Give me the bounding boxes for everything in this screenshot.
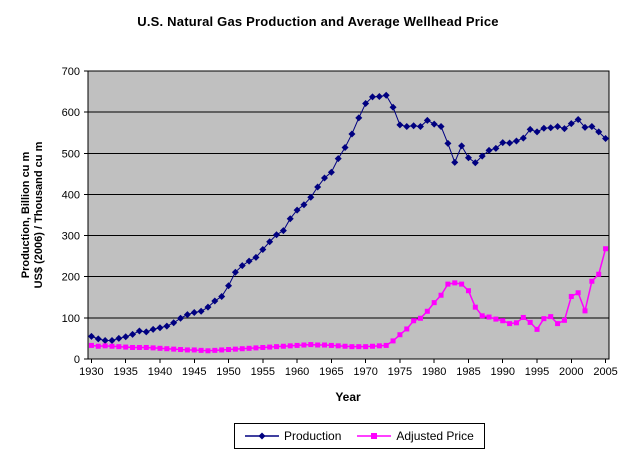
x-tick-label: 1950 (216, 366, 240, 378)
x-tick-label: 1955 (251, 366, 275, 378)
axes (87, 70, 610, 360)
x-tick-label: 1965 (319, 366, 343, 378)
legend-item-production: Production (245, 429, 341, 443)
production-line-marker-icon (245, 432, 279, 440)
x-tick-label: 1990 (491, 366, 515, 378)
x-tick-label: 2000 (559, 366, 583, 378)
legend-item-adjusted-price: Adjusted Price (357, 429, 474, 443)
y-axis-ticks: 0 100 200 300 400 500 600 700 (62, 66, 88, 366)
adjusted-price-line-marker-icon (357, 433, 392, 439)
series-production (87, 91, 610, 344)
y-tick-label: 300 (62, 231, 80, 243)
x-axis-title: Year (335, 390, 361, 404)
y-tick-label: 700 (62, 66, 80, 78)
x-axis-ticks: 1930 1935 1940 1945 1950 1955 1960 1965 1970 1975… (79, 359, 618, 378)
x-tick-label: 1945 (182, 366, 206, 378)
y-tick-label: 0 (74, 354, 80, 366)
plot-background (88, 71, 609, 359)
legend: Production Adjusted Price (234, 423, 485, 449)
x-tick-label: 1985 (456, 366, 480, 378)
x-tick-label: 1930 (79, 366, 103, 378)
x-tick-label: 1995 (525, 366, 549, 378)
y-tick-label: 600 (62, 107, 80, 119)
x-tick-label: 1960 (285, 366, 309, 378)
legend-label-adjusted-price: Adjusted Price (396, 429, 474, 443)
series-adjusted-price (88, 246, 609, 354)
legend-label-production: Production (284, 429, 342, 443)
y-tick-label: 400 (62, 189, 80, 201)
x-tick-label: 2005 (593, 366, 617, 378)
y-tick-label: 200 (62, 272, 80, 284)
y-tick-label: 500 (62, 148, 80, 160)
x-tick-label: 1980 (422, 366, 446, 378)
chart-title: U.S. Natural Gas Production and Average … (137, 14, 499, 29)
x-tick-label: 1935 (113, 366, 137, 378)
x-tick-label: 1975 (388, 366, 412, 378)
x-tick-label: 1940 (148, 366, 172, 378)
x-tick-label: 1970 (353, 366, 377, 378)
y-tick-label: 100 (62, 313, 80, 325)
